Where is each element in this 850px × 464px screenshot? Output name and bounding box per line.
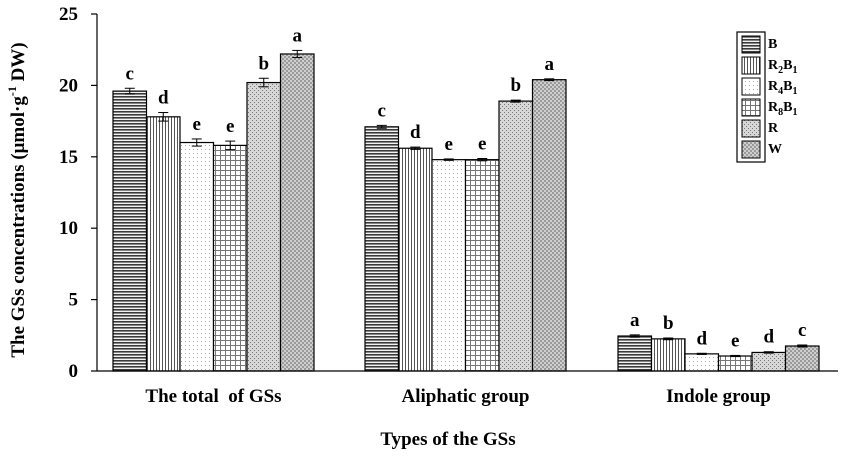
significance-letter: d	[158, 88, 169, 109]
bar-W-1	[531, 79, 567, 372]
significance-letter: e	[731, 330, 739, 351]
significance-letter: c	[126, 63, 134, 84]
significance-letter: e	[193, 114, 201, 135]
y-tick-label: 5	[69, 290, 79, 311]
legend-label-sub2: 1	[792, 107, 797, 118]
bar-R2B1-2	[650, 338, 686, 372]
legend-label-R: R	[768, 121, 779, 136]
y-tick-label: 25	[59, 4, 78, 25]
x-category-labels: The total of GSs Aliphatic group Indole gr…	[145, 386, 770, 407]
x-category-label: Aliphatic group	[402, 386, 530, 407]
legend-label-main: R	[768, 121, 779, 136]
y-axis-title-superscript: -1	[5, 86, 19, 96]
significance-letter: c	[798, 320, 806, 341]
significance-letter: b	[258, 53, 269, 74]
legend-label-R2B1: R2B1	[768, 58, 797, 76]
significance-letter: a	[293, 25, 303, 46]
significance-letter: e	[478, 134, 486, 155]
legend-label-sub: 4	[778, 86, 783, 97]
x-category-label: The total of GSs	[145, 386, 281, 407]
legend-label-sub: 8	[778, 107, 783, 118]
legend-label-sub2: 1	[792, 65, 797, 76]
legend-label-sub: 2	[778, 65, 783, 76]
significance-letter: d	[763, 327, 774, 348]
significance-letter: d	[410, 122, 421, 143]
legend-label-sub2: 1	[792, 86, 797, 97]
x-axis-title: Types of the GSs	[380, 429, 515, 450]
bar-R2B1-0	[145, 116, 181, 372]
bar-R-0	[246, 81, 282, 372]
legend-label-post: B	[783, 79, 792, 94]
bar-R-1	[498, 100, 534, 372]
legend-label-R8B1: R8B1	[768, 100, 797, 118]
y-tick-label: 0	[69, 361, 79, 382]
y-axis-ticks: 0 5 10 15 20 25	[59, 4, 97, 382]
significance-letter: a	[545, 54, 555, 75]
legend-label-main: R	[768, 58, 779, 73]
y-axis-title: The GSs concentrations (μmol·g-1 DW)	[5, 42, 29, 357]
significance-letter: e	[445, 134, 453, 155]
bar-R2B1-1	[397, 147, 433, 372]
bar-R-2	[751, 351, 787, 372]
legend-label-main: W	[768, 142, 782, 157]
bar-R4B1-2	[684, 353, 720, 372]
bar-W-2	[784, 345, 820, 372]
bar-R4B1-1	[431, 159, 467, 372]
legend-box	[736, 31, 766, 163]
legend-label-B: B	[768, 37, 777, 52]
legend-swatch-R	[741, 119, 761, 138]
bar-R8B1-1	[464, 159, 500, 372]
legend-swatch-R4B1	[741, 77, 761, 96]
y-tick-label: 15	[59, 147, 78, 168]
legend-label-main: R	[768, 79, 779, 94]
legend-swatch-R2B1	[741, 56, 761, 75]
y-tick-label: 20	[59, 75, 78, 96]
bar-B-1	[364, 126, 400, 372]
y-tick-label: 10	[59, 218, 78, 239]
significance-letter: d	[696, 328, 707, 349]
bar-B-2	[617, 335, 653, 372]
legend-swatch-W	[741, 140, 761, 159]
legend-swatch-R8B1	[741, 98, 761, 117]
legend-label-post: B	[783, 58, 792, 73]
legend-label-R4B1: R4B1	[768, 79, 797, 97]
significance-letter: b	[510, 75, 521, 96]
legend-label-main: R	[768, 100, 779, 115]
legend-swatch-B	[741, 35, 761, 54]
legend-label-W: W	[768, 142, 782, 157]
significance-letter: b	[663, 313, 674, 334]
y-axis-title-main: The GSs concentrations (μmol·g	[8, 96, 29, 358]
significance-letter: e	[226, 116, 234, 137]
bar-R8B1-2	[717, 355, 753, 372]
bar-R4B1-0	[179, 141, 215, 372]
legend-label-main: B	[768, 37, 777, 52]
legend-label-post: B	[783, 100, 792, 115]
bar-R8B1-0	[212, 144, 248, 372]
significance-letter: a	[630, 310, 640, 331]
significance-letter: c	[378, 100, 386, 121]
bars: c d e e b a c d e e b a a b d e d c	[112, 25, 820, 372]
bar-W-0	[279, 53, 315, 372]
x-category-label: Indole group	[666, 386, 771, 407]
bar-B-0	[112, 90, 148, 372]
y-axis-title-end: DW)	[8, 42, 29, 86]
